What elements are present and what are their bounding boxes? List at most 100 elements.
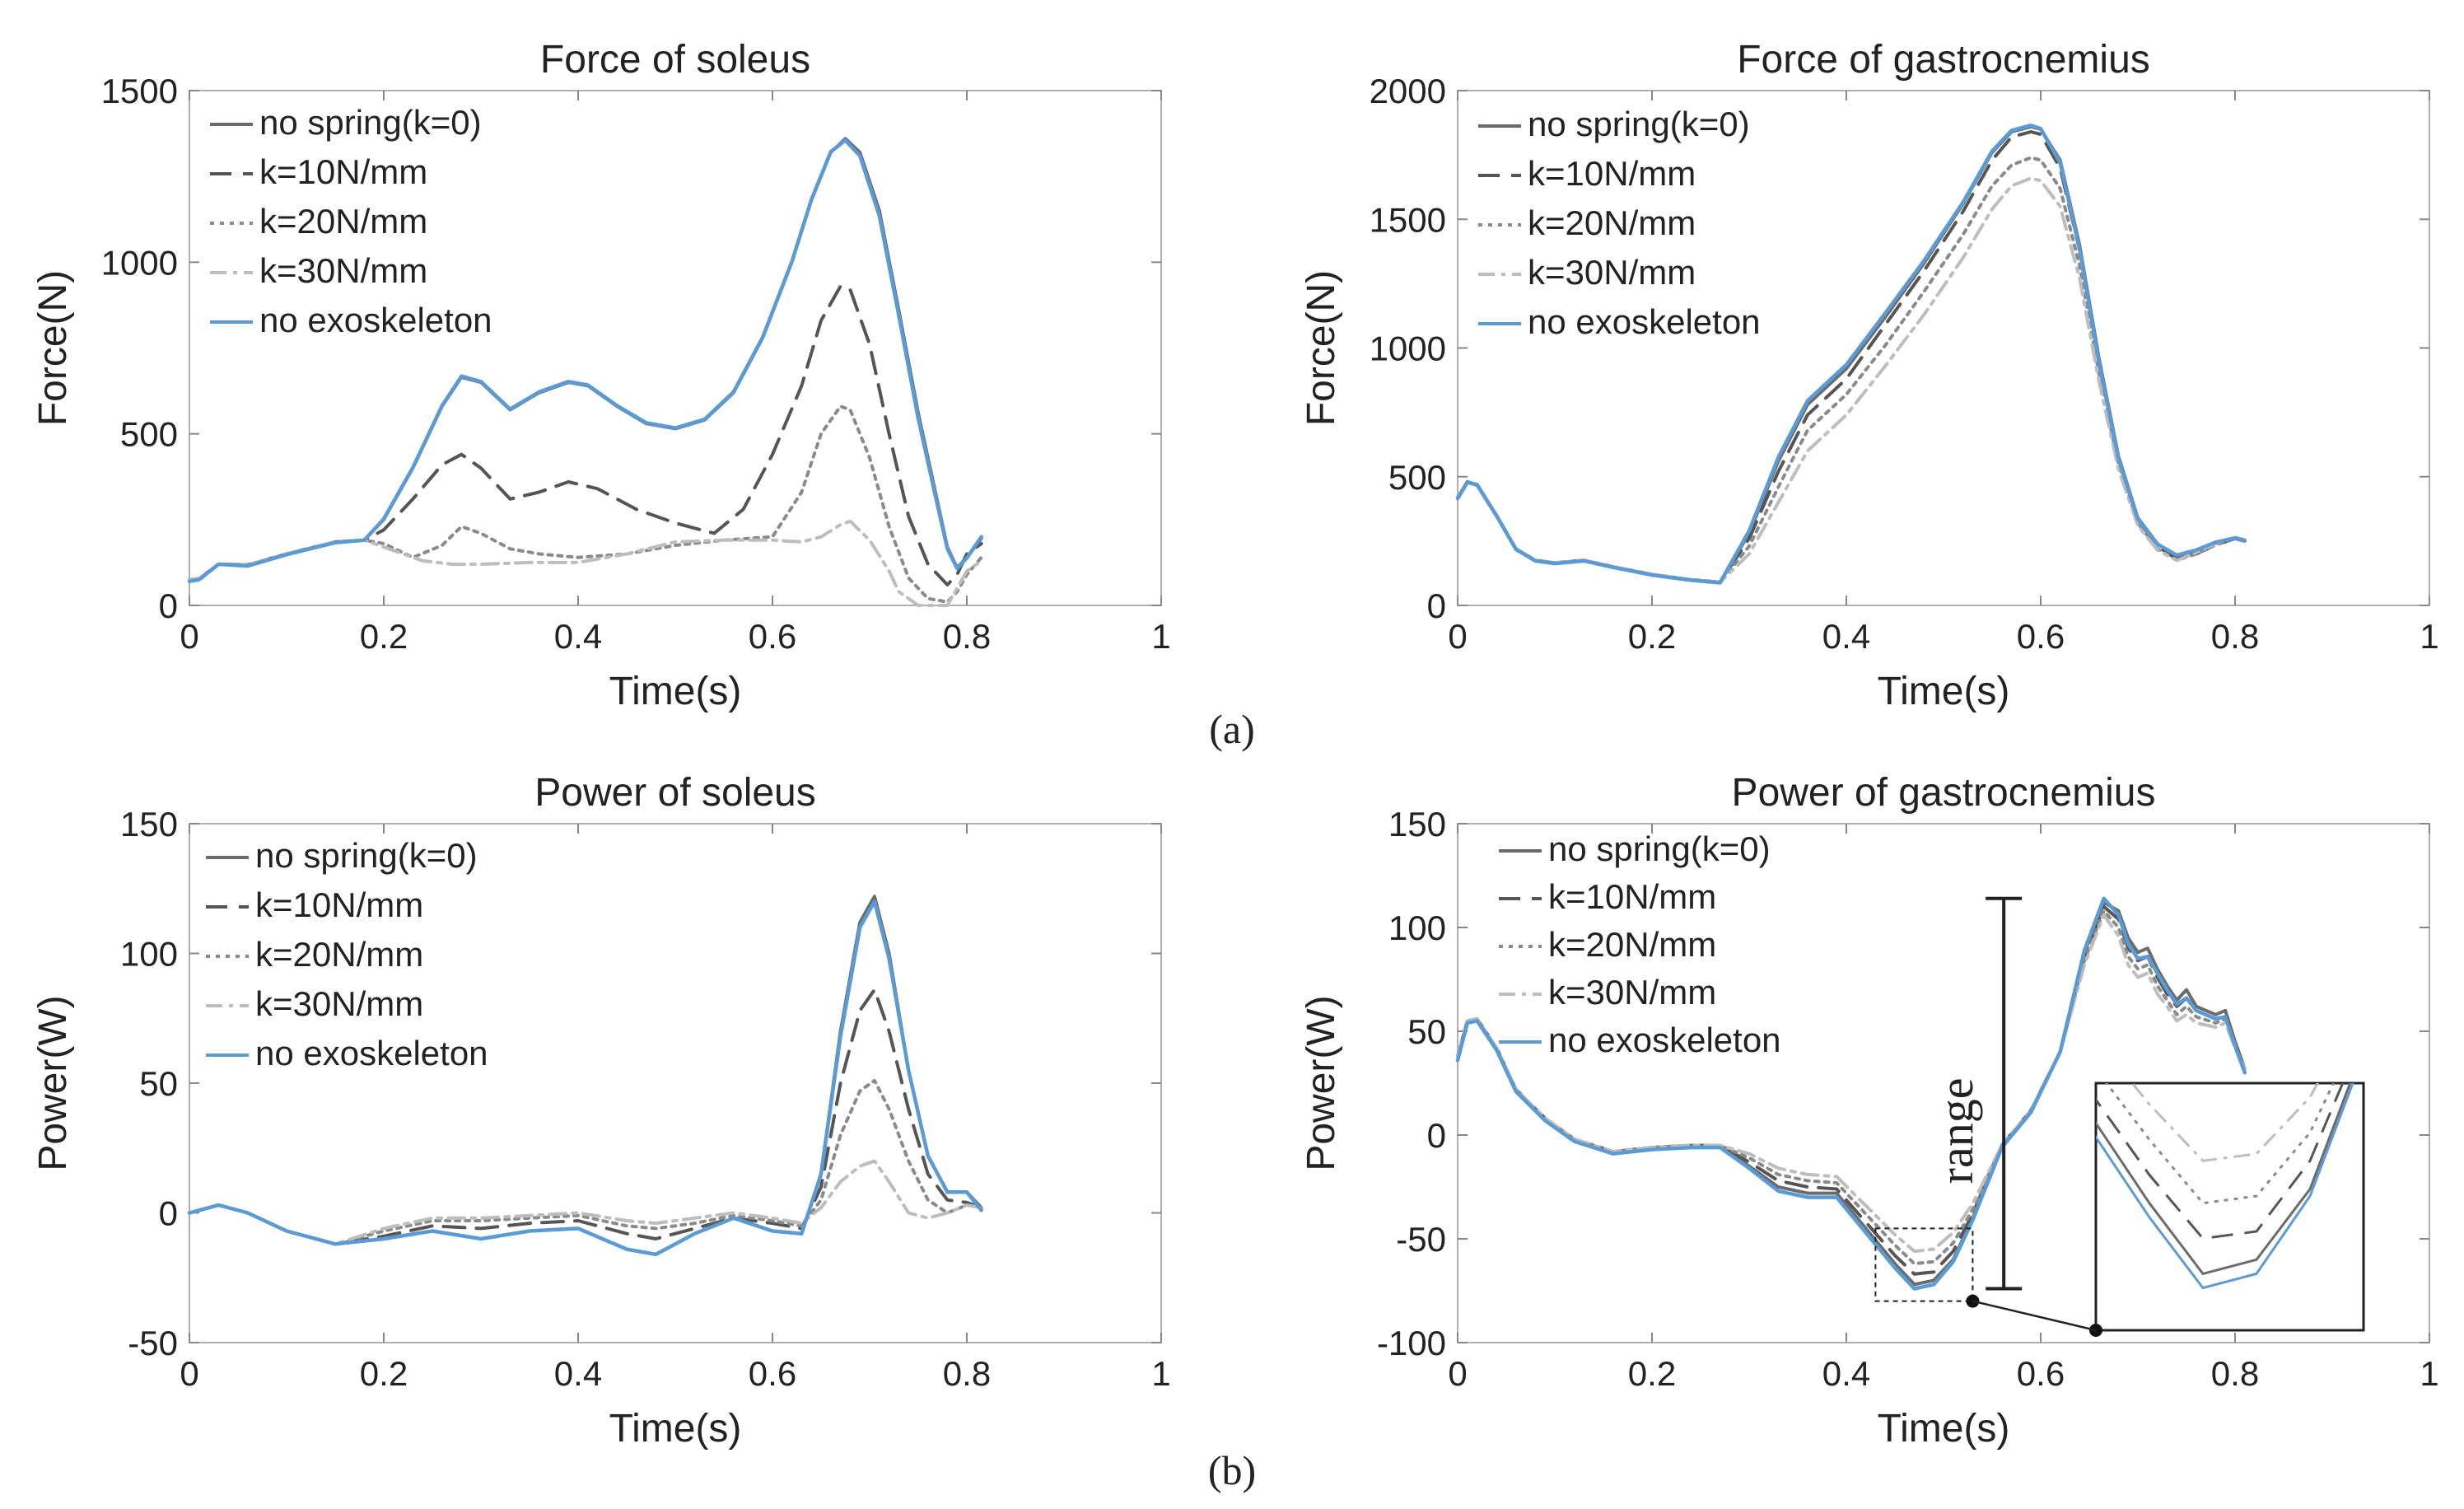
legend-label-no-spring-k-0: no spring(k=0) [1528,105,1750,143]
axes-box [189,90,1162,606]
legend-label-no-exoskeleton: no exoskeleton [259,301,492,339]
inset-line-no-spring-k-0 [2096,1083,2352,1276]
connector-line [1972,1300,2097,1332]
x-axis-label: Time(s) [1878,1407,2010,1451]
series-line-k-20n-mm [188,404,983,604]
y-tick-label: 1500 [101,72,178,110]
series-line-no-exoskeleton [187,899,983,1257]
legend-label-no-spring-k-0: no spring(k=0) [259,103,482,142]
series-line-k-30n-mm [188,519,983,607]
x-tick-label: 1 [2420,1354,2438,1393]
y-tick-label: -50 [128,1324,178,1362]
series-line-k-20n-mm [188,1078,983,1246]
x-tick-label: 0 [1448,617,1467,656]
x-tick-label: 0.4 [1822,1354,1870,1393]
x-tick-label: 0.2 [360,1354,408,1393]
x-tick-label: 0.6 [749,1354,796,1393]
x-tick-label: 0.8 [943,617,991,656]
x-tick-label: 1 [2420,617,2438,656]
x-tick-label: 1 [1151,617,1170,656]
x-tick-label: 0.6 [2017,1354,2065,1393]
legend-label-k-30n-mm: k=30N/mm [255,984,423,1023]
y-tick-label: 1500 [1370,200,1446,239]
legend-label-k-30n-mm: k=30N/mm [259,251,427,290]
x-tick-label: 0.4 [1822,617,1870,656]
legend-label-k-20n-mm: k=20N/mm [1528,203,1696,242]
legend-label-no-exoskeleton: no exoskeleton [1528,302,1761,341]
legend-label-no-exoskeleton: no exoskeleton [255,1034,488,1072]
legend-label-no-spring-k-0: no spring(k=0) [255,836,478,875]
inset-box [2094,1082,2365,1332]
x-tick-label: 0.2 [360,617,408,656]
y-axis-label: Force(N) [1300,270,1343,426]
y-axis-label: Force(N) [31,270,75,426]
x-axis-label: Time(s) [609,670,742,713]
y-tick-label: 1000 [1370,329,1446,368]
legend-label-k-20n-mm: k=20N/mm [259,202,427,241]
legend-label-k-30n-mm: k=30N/mm [1548,973,1716,1011]
y-axis-label: Power(W) [1300,995,1343,1170]
x-tick-label: 0 [180,1354,198,1393]
inset-line-k-20n-mm [2105,1083,2336,1205]
y-tick-label: 150 [120,805,178,843]
series-line-no-exoskeleton [187,138,983,584]
y-tick-label: 500 [120,415,178,454]
x-tick-label: 0.6 [749,617,796,656]
chart-title: Force of soleus [540,38,810,82]
x-tick-label: 0.8 [2211,617,2259,656]
series-line-no-exoskeleton [1455,896,2247,1291]
y-tick-label: 100 [120,935,178,974]
y-tick-label: 150 [1388,805,1446,843]
series-line-k-10n-mm [188,988,983,1246]
axes-box [1457,823,2430,1343]
chart-title: Power of gastrocnemius [1732,771,2156,815]
y-tick-label: 0 [159,1194,178,1233]
range-annotation: range [1930,1078,1983,1184]
legend-label-k-10n-mm: k=10N/mm [1528,154,1696,193]
x-tick-label: 0.2 [1628,617,1676,656]
legend-label-k-10n-mm: k=10N/mm [255,885,423,924]
legend-label-k-10n-mm: k=10N/mm [1548,877,1716,916]
series-line-k-20n-mm [1456,156,2247,584]
x-axis-label: Time(s) [1878,670,2010,713]
x-tick-label: 0.8 [943,1354,991,1393]
y-tick-label: 2000 [1370,72,1446,110]
y-tick-label: 0 [1427,586,1446,625]
x-tick-label: 0 [180,617,198,656]
x-tick-label: 0.8 [2211,1354,2259,1393]
y-tick-label: 50 [139,1064,178,1103]
y-tick-label: 500 [1388,458,1446,497]
panel-label-b: (b) [1208,1447,1256,1493]
x-tick-label: 0.4 [554,1354,602,1393]
series-line-no-exoskeleton [1455,123,2247,585]
inset-line-no-exoskeleton [2096,1083,2354,1290]
inset-line-k-10n-mm [2096,1083,2345,1240]
series-line-k-30n-mm [1456,913,2247,1254]
y-tick-label: 0 [159,586,178,625]
legend-label-k-30n-mm: k=30N/mm [1528,253,1696,292]
legend-label-k-20n-mm: k=20N/mm [1548,925,1716,964]
zoom-window [1874,1227,1974,1302]
legend-label-no-spring-k-0: no spring(k=0) [1548,829,1771,868]
x-tick-label: 0.2 [1628,1354,1676,1393]
force-gastrocnemius-chart: 0 0.2 0.4 0.6 0.8 1 0 500 1000 1500 2000 Force of g… [1300,38,2439,713]
y-tick-label: -50 [1396,1220,1446,1259]
y-tick-label: -100 [1377,1324,1446,1362]
y-tick-label: 100 [1388,909,1446,947]
legend-label-k-20n-mm: k=20N/mm [255,935,423,974]
power-gastrocnemius-chart: 0 0.2 0.4 0.6 0.8 1 -100 -50 0 50 100 150 Power of g… [1300,771,2439,1451]
x-tick-label: 0 [1448,1354,1467,1393]
series-line-no-spring-k-0 [1456,124,2247,584]
y-tick-label: 0 [1427,1116,1446,1155]
legend-label-k-10n-mm: k=10N/mm [259,152,427,191]
legend-label-no-exoskeleton: no exoskeleton [1548,1021,1781,1059]
chart-title: Power of soleus [534,771,816,815]
y-axis-label: Power(W) [31,995,75,1170]
y-tick-label: 1000 [101,243,178,282]
x-axis-label: Time(s) [609,1407,742,1451]
y-tick-label: 50 [1407,1012,1446,1051]
inset-line-k-30n-mm [2130,1083,2319,1162]
x-tick-label: 0.6 [2017,617,2065,656]
